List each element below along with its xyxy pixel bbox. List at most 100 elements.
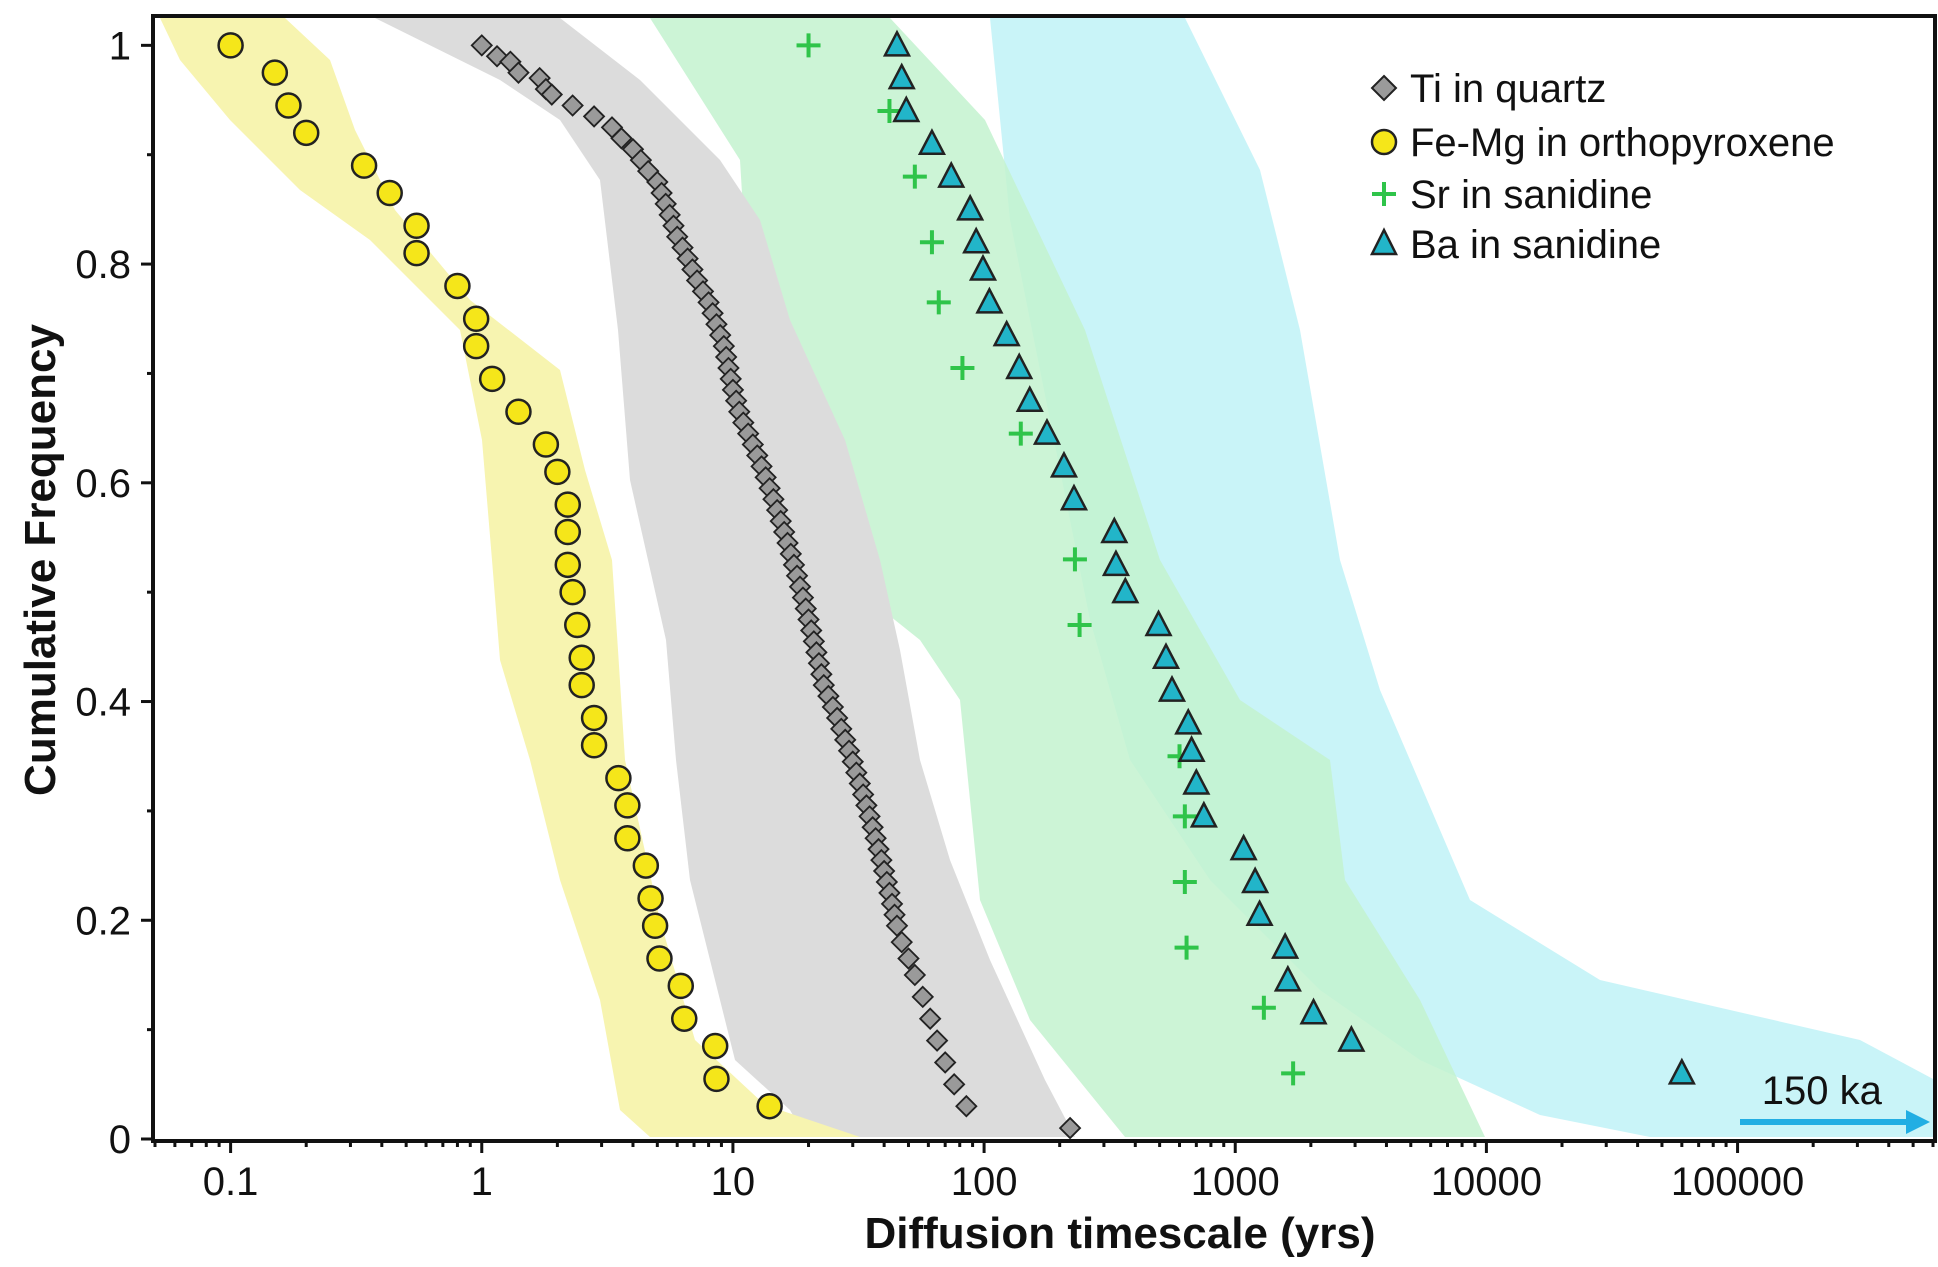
- data-point-fe-mg-in-orthopyroxene: [292, 119, 320, 147]
- legend-item-ti-quartz: Ti in quartz: [1370, 67, 1606, 111]
- data-point-sr-in-sanidine: [1008, 421, 1033, 446]
- legend-item-fe-mg-opx: Fe-Mg in orthopyroxene: [1370, 121, 1835, 165]
- y-tick-label: 0.8: [75, 243, 131, 287]
- diamond-marker-icon: [1370, 74, 1398, 102]
- data-point-ba-in-sanidine: [1101, 549, 1131, 577]
- data-point-ba-in-sanidine: [1177, 735, 1206, 763]
- data-point-ba-in-sanidine: [1337, 1024, 1366, 1052]
- data-point-ba-in-sanidine: [892, 95, 921, 123]
- data-point-ba-in-sanidine: [1151, 642, 1181, 670]
- data-point-ba-in-sanidine: [1189, 800, 1218, 828]
- legend-label-sr-sanidine: Sr in sanidine: [1410, 173, 1652, 217]
- data-point-ti-in-quartz: [561, 94, 584, 117]
- ti-quartz-band: [375, 18, 1075, 1137]
- data-point-fe-mg-in-orthopyroxene: [261, 59, 289, 86]
- data-point-ti-in-quartz: [933, 1051, 957, 1074]
- series-layer: [217, 29, 1696, 1140]
- data-point-fe-mg-in-orthopyroxene: [532, 431, 560, 458]
- data-point-fe-mg-in-orthopyroxene: [756, 1092, 783, 1120]
- data-point-ti-in-quartz: [897, 947, 920, 970]
- x-tick-label: 1000: [1191, 1160, 1280, 1204]
- data-point-ba-in-sanidine: [1667, 1057, 1696, 1085]
- triangle-marker-icon: [1369, 227, 1399, 256]
- data-point-fe-mg-in-orthopyroxene: [403, 212, 430, 240]
- data-point-ba-in-sanidine: [1273, 964, 1302, 992]
- data-point-ba-in-sanidine: [1182, 767, 1211, 795]
- x-axis-title: Diffusion timescale (yrs): [864, 1209, 1375, 1258]
- data-point-ba-in-sanidine: [962, 226, 991, 254]
- series-ba-in-sanidine: [882, 29, 1696, 1085]
- y-tick-label: 0.2: [75, 899, 131, 943]
- legend-label-fe-mg-opx: Fe-Mg in orthopyroxene: [1410, 121, 1835, 165]
- data-point-ba-in-sanidine: [1157, 674, 1187, 702]
- data-point-ba-in-sanidine: [1005, 352, 1034, 380]
- fe-mg-band: [160, 18, 860, 1137]
- x-tick-label: 10: [711, 1160, 756, 1204]
- data-point-fe-mg-in-orthopyroxene: [462, 332, 490, 360]
- data-point-fe-mg-in-orthopyroxene: [564, 611, 591, 639]
- data-point-ba-in-sanidine: [1229, 833, 1258, 861]
- data-point-sr-in-sanidine: [1281, 1061, 1306, 1086]
- data-point-sr-in-sanidine: [1067, 612, 1092, 637]
- data-point-sr-in-sanidine: [1172, 804, 1197, 829]
- data-point-fe-mg-in-orthopyroxene: [568, 671, 595, 699]
- data-point-ti-in-quartz: [903, 963, 927, 987]
- plus-marker-icon: [1372, 182, 1396, 206]
- data-point-fe-mg-in-orthopyroxene: [605, 764, 632, 792]
- y-tick-label: 0.4: [75, 681, 131, 725]
- data-point-fe-mg-in-orthopyroxene: [637, 885, 664, 912]
- data-point-ti-in-quartz: [911, 985, 935, 1009]
- data-point-ti-in-quartz: [942, 1073, 966, 1096]
- data-point-sr-in-sanidine: [950, 355, 975, 380]
- data-point-ba-in-sanidine: [1100, 516, 1129, 544]
- x-tick-label: 100: [951, 1160, 1018, 1204]
- legend-label-ba-sanidine: Ba in sanidine: [1410, 223, 1661, 267]
- data-point-ti-in-quartz: [925, 1029, 949, 1052]
- data-point-fe-mg-in-orthopyroxene: [403, 239, 430, 267]
- data-point-fe-mg-in-orthopyroxene: [614, 824, 641, 852]
- data-point-fe-mg-in-orthopyroxene: [350, 152, 378, 179]
- y-tick-label: 0: [109, 1118, 131, 1162]
- data-point-ba-in-sanidine: [917, 128, 947, 156]
- data-point-ba-in-sanidine: [1245, 899, 1274, 927]
- legend-label-ti-quartz: Ti in quartz: [1410, 67, 1606, 111]
- data-point-fe-mg-in-orthopyroxene: [632, 852, 660, 879]
- data-point-fe-mg-in-orthopyroxene: [701, 1032, 729, 1060]
- y-axis-title: Cumulative Frequency: [16, 324, 65, 796]
- data-point-fe-mg-in-orthopyroxene: [580, 732, 608, 759]
- data-point-ba-in-sanidine: [1174, 707, 1203, 735]
- circle-marker-icon: [1370, 128, 1398, 156]
- data-point-ba-in-sanidine: [968, 253, 998, 281]
- data-point-fe-mg-in-orthopyroxene: [217, 32, 244, 59]
- x-tick-label: 0.1: [203, 1160, 259, 1204]
- data-point-fe-mg-in-orthopyroxene: [580, 704, 608, 732]
- data-point-fe-mg-in-orthopyroxene: [568, 644, 595, 672]
- x-tick-label: 1: [471, 1160, 493, 1204]
- data-point-ba-in-sanidine: [1049, 450, 1079, 478]
- data-point-ba-in-sanidine: [1059, 483, 1089, 511]
- data-point-ti-in-quartz: [890, 930, 914, 954]
- data-point-ti-in-quartz: [582, 105, 606, 128]
- annotation-150ka-label: 150 ka: [1762, 1069, 1883, 1113]
- sr-sanidine-band: [650, 18, 1485, 1137]
- series-fe-mg-in-orthopyroxene: [217, 32, 783, 1120]
- data-point-ba-in-sanidine: [887, 62, 916, 90]
- uncertainty-bands: [160, 18, 1935, 1137]
- data-point-ti-in-quartz: [918, 1007, 942, 1030]
- data-point-fe-mg-in-orthopyroxene: [667, 972, 695, 1000]
- data-point-sr-in-sanidine: [926, 290, 951, 315]
- data-point-sr-in-sanidine: [1062, 547, 1087, 572]
- data-point-sr-in-sanidine: [877, 98, 902, 123]
- data-point-ti-in-quartz: [610, 127, 633, 150]
- data-point-ba-in-sanidine: [1271, 931, 1300, 959]
- legend: Ti in quartz Fe-Mg in orthopyroxene Sr i…: [1369, 67, 1835, 267]
- series-ti-in-quartz: [470, 34, 1082, 1140]
- data-point-fe-mg-in-orthopyroxene: [478, 365, 506, 393]
- data-point-sr-in-sanidine: [1251, 995, 1276, 1020]
- data-point-ti-in-quartz: [955, 1094, 978, 1118]
- data-point-fe-mg-in-orthopyroxene: [275, 92, 302, 119]
- data-point-ba-in-sanidine: [975, 286, 1004, 314]
- annotation-arrowhead-icon: [1906, 1110, 1930, 1134]
- data-point-ba-in-sanidine: [1111, 576, 1140, 604]
